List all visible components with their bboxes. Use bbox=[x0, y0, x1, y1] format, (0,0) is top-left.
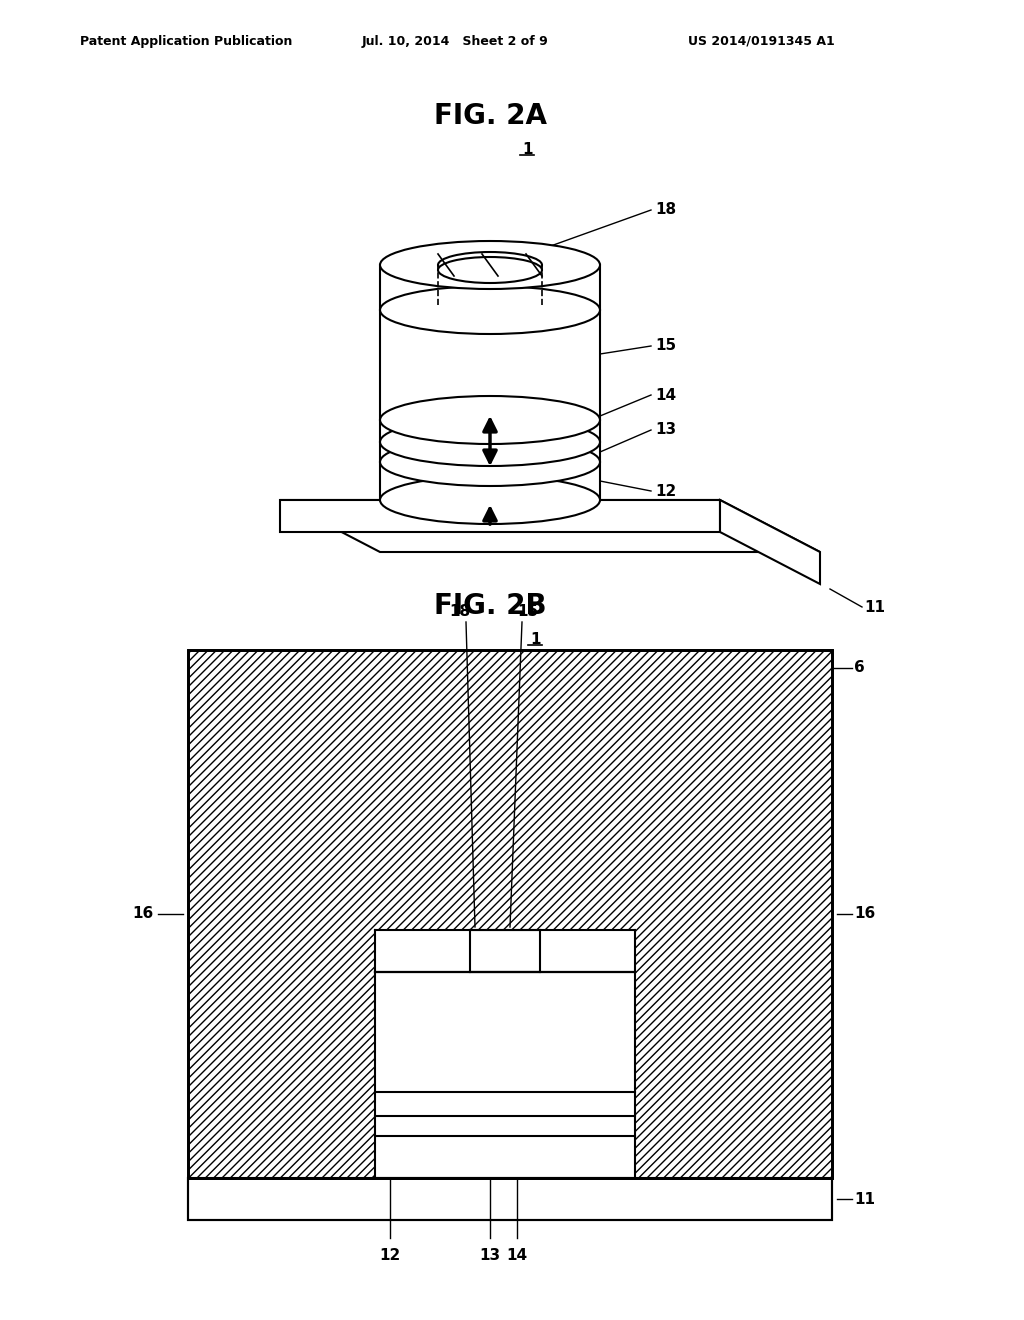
Text: 18: 18 bbox=[655, 202, 676, 218]
Bar bbox=[380, 420, 600, 442]
Ellipse shape bbox=[380, 396, 600, 444]
Polygon shape bbox=[720, 500, 820, 583]
Bar bbox=[375, 1137, 635, 1177]
Text: FIG. 2A: FIG. 2A bbox=[433, 102, 547, 129]
Ellipse shape bbox=[438, 257, 542, 282]
Polygon shape bbox=[280, 500, 720, 532]
Bar bbox=[188, 1177, 831, 1220]
Text: 15: 15 bbox=[517, 605, 539, 619]
Text: 16: 16 bbox=[133, 907, 154, 921]
Bar bbox=[380, 265, 600, 310]
Bar bbox=[188, 1177, 831, 1220]
Bar bbox=[188, 649, 831, 1177]
Text: 15: 15 bbox=[655, 338, 676, 354]
Bar bbox=[380, 310, 600, 420]
Text: 11: 11 bbox=[854, 1192, 874, 1206]
Text: 13: 13 bbox=[655, 422, 676, 437]
Text: 16: 16 bbox=[854, 907, 876, 921]
Text: Jul. 10, 2014   Sheet 2 of 9: Jul. 10, 2014 Sheet 2 of 9 bbox=[362, 36, 549, 48]
Ellipse shape bbox=[380, 438, 600, 486]
Polygon shape bbox=[280, 500, 820, 552]
Ellipse shape bbox=[438, 252, 542, 279]
Bar bbox=[470, 931, 540, 972]
Text: 1: 1 bbox=[522, 143, 532, 157]
Text: 18: 18 bbox=[450, 605, 471, 619]
Text: 12: 12 bbox=[655, 483, 676, 499]
Text: 12: 12 bbox=[379, 1247, 400, 1263]
Text: 1: 1 bbox=[530, 632, 541, 647]
Text: 14: 14 bbox=[655, 388, 676, 403]
Bar bbox=[188, 649, 831, 1177]
Bar bbox=[375, 1092, 635, 1115]
Text: FIG. 2B: FIG. 2B bbox=[434, 591, 547, 620]
Bar bbox=[380, 462, 600, 500]
Bar bbox=[375, 972, 635, 1092]
Bar bbox=[380, 442, 600, 462]
Ellipse shape bbox=[380, 477, 600, 524]
Text: 14: 14 bbox=[507, 1247, 527, 1263]
Text: Patent Application Publication: Patent Application Publication bbox=[80, 36, 293, 48]
Ellipse shape bbox=[380, 286, 600, 334]
Bar bbox=[375, 1115, 635, 1137]
Ellipse shape bbox=[380, 242, 600, 289]
Ellipse shape bbox=[380, 418, 600, 466]
Bar bbox=[375, 931, 470, 972]
Text: 13: 13 bbox=[479, 1247, 501, 1263]
Bar bbox=[540, 931, 635, 972]
Text: 6: 6 bbox=[854, 660, 864, 676]
Text: 11: 11 bbox=[864, 599, 885, 615]
Text: US 2014/0191345 A1: US 2014/0191345 A1 bbox=[688, 36, 835, 48]
